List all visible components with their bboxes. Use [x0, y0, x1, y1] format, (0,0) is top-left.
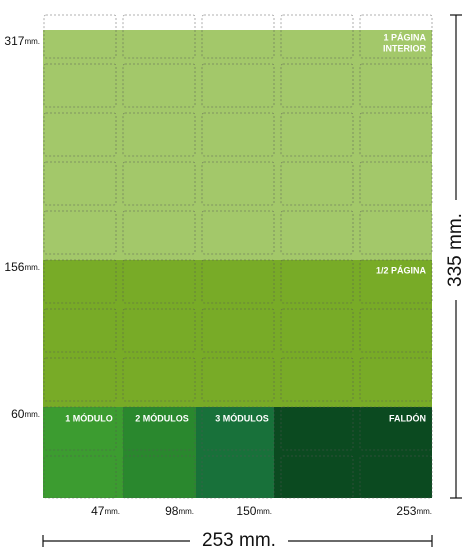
module-cell	[122, 308, 196, 353]
width-label: 98mm.	[165, 504, 194, 518]
module-cell	[280, 14, 354, 59]
module-cell	[43, 14, 117, 59]
module-cell	[280, 357, 354, 402]
module-cell	[280, 63, 354, 108]
module-label: 3 MÓDULOS	[215, 412, 269, 423]
module-3-area	[196, 407, 274, 498]
module-label: FALDÓN	[389, 412, 426, 423]
module-cell	[280, 210, 354, 255]
width-value: 98	[165, 504, 179, 518]
height-value: 156	[4, 260, 24, 274]
height-value: 317	[4, 34, 24, 48]
full-page-area	[43, 30, 432, 260]
module-cell	[280, 259, 354, 304]
half-page-label: 1/2 PÁGINA	[376, 265, 427, 275]
module-cell	[201, 112, 275, 157]
module-cell	[122, 63, 196, 108]
module-cell	[43, 210, 117, 255]
module-cell	[201, 63, 275, 108]
full-page-label: 1 PÁGINA	[383, 32, 426, 42]
module-cell	[201, 210, 275, 255]
faldon-area	[274, 407, 432, 498]
module-cell	[201, 406, 275, 451]
width-unit: mm.	[416, 507, 432, 516]
width-value: 150	[236, 504, 256, 518]
module-cell	[201, 161, 275, 206]
height-unit: mm.	[24, 37, 40, 46]
width-value: 253	[396, 504, 416, 518]
module-cell	[359, 161, 433, 206]
height-label: 317mm.	[4, 34, 40, 48]
module-cell	[122, 210, 196, 255]
module-cell	[359, 14, 433, 59]
width-unit: mm.	[178, 507, 194, 516]
module-cell	[280, 406, 354, 451]
module-cell	[122, 112, 196, 157]
module-cell	[359, 357, 433, 402]
module-cell	[43, 63, 117, 108]
height-label: 60mm.	[11, 407, 40, 421]
height-unit: mm.	[24, 410, 40, 419]
module-cell	[201, 357, 275, 402]
module-cell	[43, 259, 117, 304]
module-cell	[359, 112, 433, 157]
module-cell	[280, 112, 354, 157]
total-width: 253 mm.	[202, 530, 276, 551]
module-cell	[122, 455, 196, 499]
module-cell	[359, 259, 433, 304]
module-cell	[359, 63, 433, 108]
full-page-label: INTERIOR	[383, 43, 427, 53]
module-cell	[201, 259, 275, 304]
module-cell	[359, 210, 433, 255]
module-2-area	[123, 407, 196, 498]
width-label: 150mm.	[236, 504, 272, 518]
width-label: 253mm.	[396, 504, 432, 518]
width-value: 47	[91, 504, 105, 518]
module-cell	[122, 14, 196, 59]
total-height: 335 mm.	[445, 213, 466, 287]
width-label: 47mm.	[91, 504, 120, 518]
module-1-area	[43, 407, 123, 498]
module-cell	[43, 161, 117, 206]
module-cell	[201, 308, 275, 353]
module-label: 1 MÓDULO	[65, 412, 113, 423]
width-unit: mm.	[256, 507, 272, 516]
module-cell	[359, 455, 433, 499]
width-unit: mm.	[104, 507, 120, 516]
module-cell	[122, 161, 196, 206]
module-cell	[43, 455, 117, 499]
module-cell	[122, 259, 196, 304]
module-cell	[201, 14, 275, 59]
half-page-area	[43, 260, 432, 407]
height-value: 60	[11, 407, 25, 421]
module-cell	[43, 308, 117, 353]
module-cell	[43, 112, 117, 157]
module-cell	[43, 406, 117, 451]
module-cell	[359, 308, 433, 353]
module-label: 2 MÓDULOS	[135, 412, 189, 423]
module-cell	[43, 357, 117, 402]
module-cell	[280, 455, 354, 499]
height-label: 156mm.	[4, 260, 40, 274]
module-cell	[280, 308, 354, 353]
height-unit: mm.	[24, 263, 40, 272]
module-cell	[201, 455, 275, 499]
module-cell	[359, 406, 433, 451]
module-cell	[122, 406, 196, 451]
module-cell	[122, 357, 196, 402]
module-cell	[280, 161, 354, 206]
